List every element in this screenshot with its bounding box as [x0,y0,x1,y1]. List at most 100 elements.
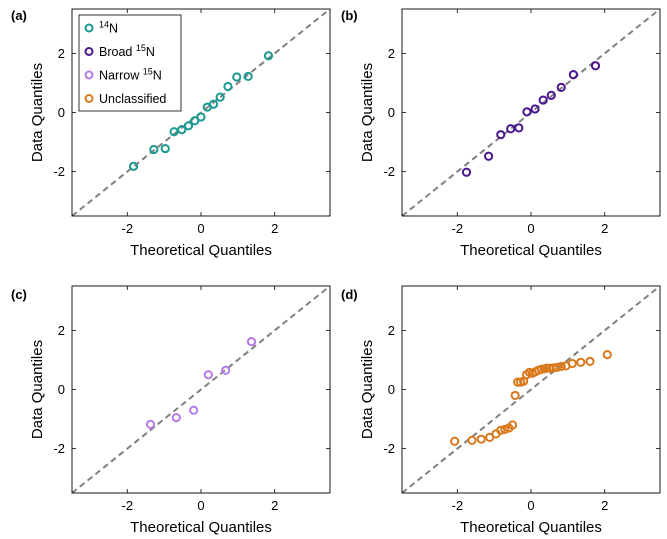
data-point [476,434,486,444]
x-tick-label: 2 [601,498,608,513]
data-point [522,107,532,117]
x-axis-label: Theoretical Quantiles [130,519,272,536]
x-tick-label: -2 [122,498,134,513]
x-tick-label: -2 [122,221,134,236]
legend-label: 14N [99,20,118,36]
x-tick-label: 2 [601,221,608,236]
data-point [538,95,548,105]
data-point [556,82,566,92]
axes-box [401,8,661,217]
data-point [530,104,540,114]
data-point [177,125,187,135]
legend-item: 14N [84,20,118,36]
data-point [145,419,156,429]
legend: 14N Broad 15N Narrow 15N Unclassified [78,14,182,112]
data-point [208,99,219,109]
y-axis-label: Data Quantiles [29,63,46,162]
data-point [546,90,556,100]
data-point [223,81,233,92]
axes-box [71,285,331,494]
data-point [484,151,494,161]
data-point [190,116,200,126]
axes-box [71,8,331,217]
data-point [510,390,520,401]
series-unclassified [450,350,612,446]
x-tick-label: 0 [197,221,204,236]
y-tick-label: 2 [388,323,395,338]
data-point [169,127,179,137]
y-tick-label: -2 [53,441,65,456]
y-tick-label: 0 [388,105,395,120]
data-point [263,51,274,61]
data-point [203,370,213,380]
y-tick-label: 0 [388,382,395,397]
y-tick-label: -2 [383,164,395,179]
legend-box [78,14,182,112]
data-point [590,61,601,71]
y-tick-label: 2 [58,46,65,61]
y-tick-label: 2 [58,323,65,338]
data-point [514,123,524,133]
x-tick-label: 0 [527,221,534,236]
x-tick-label: 2 [271,498,278,513]
y-tick-label: -2 [53,164,65,179]
legend-label: Unclassified [99,92,166,106]
series-broad-15n [461,61,601,177]
panel-label: (c) [11,287,27,302]
x-tick-label: 2 [271,221,278,236]
legend-label: Broad 15N [99,43,155,59]
data-point [506,124,516,134]
data-point [246,336,257,347]
data-point [196,112,206,122]
data-point [507,420,518,430]
panel-d: -2 0 2 -2 0 2 Theoretical Quantiles Data Quanti… [341,285,661,536]
legend-item: Narrow 15N [84,67,162,83]
x-axis-label: Theoretical Quantiles [460,519,602,536]
series-14n [128,51,274,171]
data-point [496,130,506,140]
x-tick-label: -2 [452,498,464,513]
data-point [602,350,612,360]
x-tick-label: -2 [452,221,464,236]
panel-b: -2 0 2 -2 0 2 Theoretical Quantiles Data Quanti… [341,8,661,259]
data-point [568,70,578,80]
y-tick-label: -2 [383,441,395,456]
data-point [556,361,566,372]
axes-box [401,285,661,494]
legend-item: Broad 15N [84,43,155,59]
legend-marker [84,23,94,33]
legend-marker [84,47,94,56]
data-point [171,412,181,423]
data-point [576,357,586,367]
data-point [585,356,595,367]
data-point [221,365,231,375]
y-axis-label: Data Quantiles [359,63,376,162]
reference-line [72,286,330,493]
data-point [450,436,460,446]
data-point [513,377,523,387]
data-point [215,92,225,102]
y-tick-label: 0 [58,105,65,120]
data-point [496,425,506,435]
panel-a: -2 0 2 -2 0 2 Theoretical Quantiles Data Quanti… [11,8,331,259]
data-point [183,121,194,131]
data-point [552,362,562,372]
y-axis-label: Data Quantiles [359,340,376,439]
x-tick-label: 0 [527,498,534,513]
data-point [548,363,558,373]
y-tick-label: 0 [58,382,65,397]
y-tick-label: 2 [388,46,395,61]
data-point [149,144,159,155]
x-tick-label: 0 [197,498,204,513]
x-axis-label: Theoretical Quantiles [460,242,602,259]
data-point [232,72,242,82]
legend-marker [84,70,94,80]
panel-label: (a) [11,8,27,23]
panel-c: -2 0 2 -2 0 2 Theoretical Quantiles Data Quanti… [11,285,331,536]
data-point [189,405,199,415]
legend-label: Narrow 15N [99,67,162,83]
legend-item: Unclassified [84,92,166,106]
y-axis-label: Data Quantiles [29,340,46,439]
panel-label: (b) [341,8,358,23]
